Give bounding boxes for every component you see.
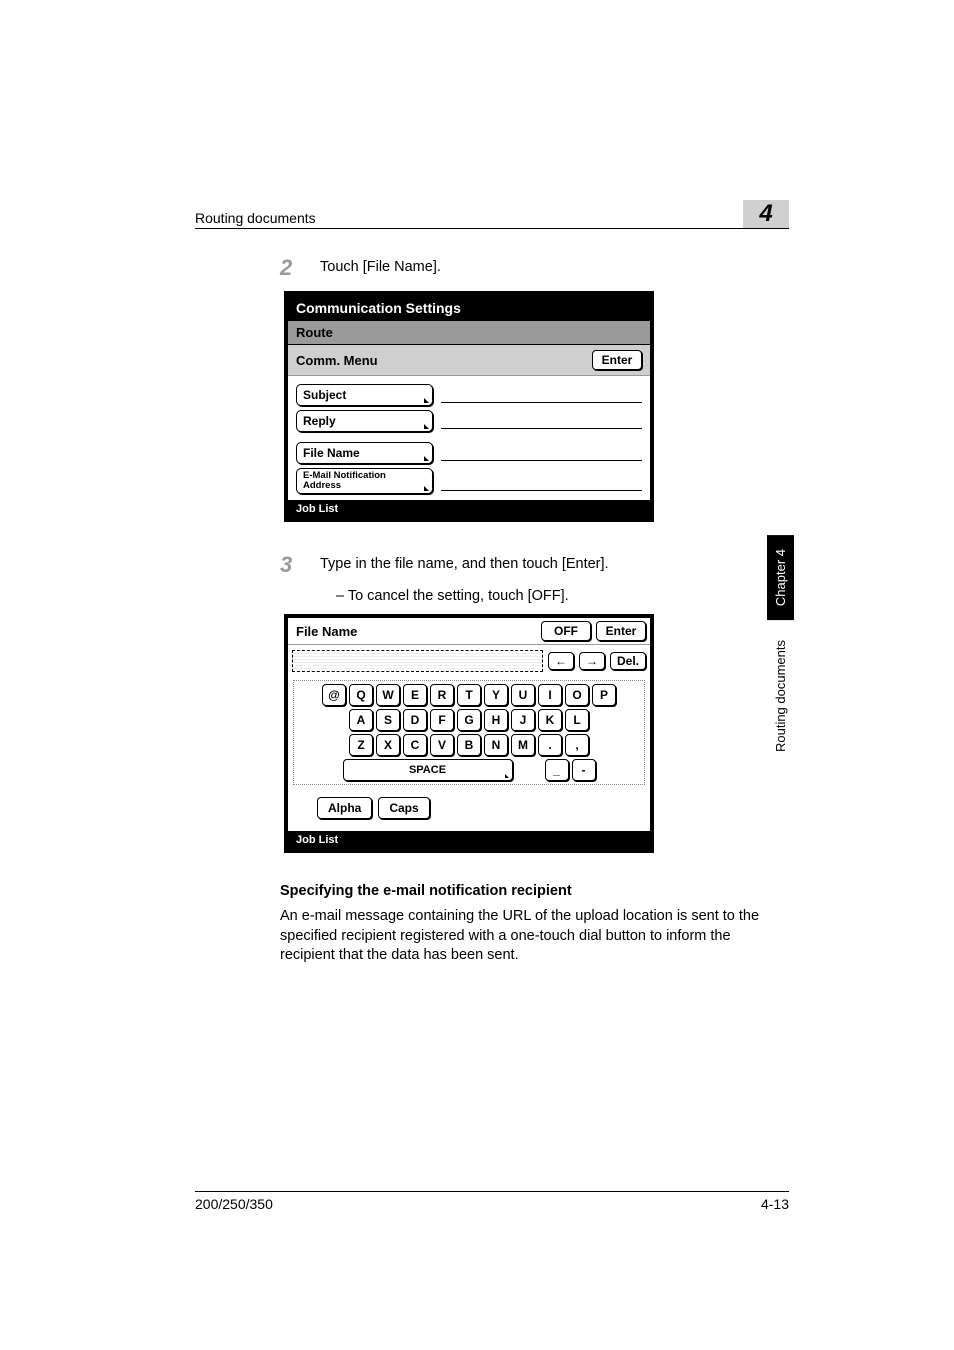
arrow-left-button[interactable]: ← xyxy=(548,652,574,670)
arrow-right-button[interactable]: → xyxy=(579,652,605,670)
reply-button[interactable]: Reply xyxy=(296,410,433,432)
email-notification-button[interactable]: E-Mail Notification Address xyxy=(296,468,433,494)
key-q[interactable]: Q xyxy=(349,684,373,706)
side-chapter: Chapter 4 xyxy=(767,535,794,620)
file-name-value-line xyxy=(441,460,642,461)
key-hyphen[interactable]: - xyxy=(572,759,596,781)
key-k[interactable]: K xyxy=(538,709,562,731)
key-j[interactable]: J xyxy=(511,709,535,731)
space-key[interactable]: SPACE xyxy=(343,759,513,781)
step-3-number: 3 xyxy=(280,552,320,578)
reply-value-line xyxy=(441,428,642,429)
key-v[interactable]: V xyxy=(430,734,454,756)
subject-value-line xyxy=(441,402,642,403)
page-footer: 200/250/350 4-13 xyxy=(195,1191,789,1212)
keyboard-grid: @ Q W E R T Y U I O P xyxy=(293,680,645,785)
footer-right: 4-13 xyxy=(761,1196,789,1212)
step-2: 2 Touch [File Name]. xyxy=(280,255,789,281)
subject-button[interactable]: Subject xyxy=(296,384,433,406)
key-x[interactable]: X xyxy=(376,734,400,756)
comm-menu-row: Comm. Menu Enter xyxy=(288,345,650,376)
key-d[interactable]: D xyxy=(403,709,427,731)
header-chapter-number: 4 xyxy=(743,200,789,228)
comm-menu-label: Comm. Menu xyxy=(296,353,592,368)
key-t[interactable]: T xyxy=(457,684,481,706)
caps-button[interactable]: Caps xyxy=(378,797,429,819)
delete-button[interactable]: Del. xyxy=(610,652,646,670)
route-row: Route xyxy=(288,321,650,345)
email-notif-value-line xyxy=(441,490,642,491)
step-2-text: Touch [File Name]. xyxy=(320,255,441,275)
key-p[interactable]: P xyxy=(592,684,616,706)
key-u[interactable]: U xyxy=(511,684,535,706)
page-header: Routing documents 4 xyxy=(195,200,789,229)
side-label: Routing documents xyxy=(773,640,788,752)
enter-button-2[interactable]: Enter xyxy=(596,621,646,641)
key-l[interactable]: L xyxy=(565,709,589,731)
key-y[interactable]: Y xyxy=(484,684,508,706)
file-name-input[interactable] xyxy=(292,650,543,672)
key-r[interactable]: R xyxy=(430,684,454,706)
key-period[interactable]: . xyxy=(538,734,562,756)
step-3-text: Type in the file name, and then touch [E… xyxy=(320,552,609,572)
key-underscore[interactable]: _ xyxy=(545,759,569,781)
key-b[interactable]: B xyxy=(457,734,481,756)
comm-settings-title: Communication Settings xyxy=(288,295,650,321)
file-name-button[interactable]: File Name xyxy=(296,442,433,464)
key-n[interactable]: N xyxy=(484,734,508,756)
key-i[interactable]: I xyxy=(538,684,562,706)
key-z[interactable]: Z xyxy=(349,734,373,756)
key-o[interactable]: O xyxy=(565,684,589,706)
key-e[interactable]: E xyxy=(403,684,427,706)
step-3: 3 Type in the file name, and then touch … xyxy=(280,552,789,578)
comm-settings-screenshot: Communication Settings Route Comm. Menu … xyxy=(284,291,654,522)
key-g[interactable]: G xyxy=(457,709,481,731)
step-2-number: 2 xyxy=(280,255,320,281)
key-s[interactable]: S xyxy=(376,709,400,731)
file-name-title: File Name xyxy=(296,624,536,639)
section-heading: Specifying the e-mail notification recip… xyxy=(280,883,789,899)
header-title: Routing documents xyxy=(195,210,743,226)
key-c[interactable]: C xyxy=(403,734,427,756)
file-name-screenshot: File Name OFF Enter ← → Del. @ Q W xyxy=(284,614,654,853)
key-at[interactable]: @ xyxy=(322,684,346,706)
section-paragraph: An e-mail message containing the URL of … xyxy=(280,907,789,966)
key-m[interactable]: M xyxy=(511,734,535,756)
side-tab: Chapter 4 Routing documents xyxy=(767,535,794,752)
job-list-bar-2[interactable]: Job List xyxy=(288,831,650,849)
key-a[interactable]: A xyxy=(349,709,373,731)
key-f[interactable]: F xyxy=(430,709,454,731)
enter-button[interactable]: Enter xyxy=(592,350,642,370)
key-w[interactable]: W xyxy=(376,684,400,706)
job-list-bar[interactable]: Job List xyxy=(288,500,650,518)
key-h[interactable]: H xyxy=(484,709,508,731)
alpha-button[interactable]: Alpha xyxy=(317,797,372,819)
footer-left: 200/250/350 xyxy=(195,1196,273,1212)
key-comma[interactable]: , xyxy=(565,734,589,756)
off-button[interactable]: OFF xyxy=(541,621,591,641)
step-3-sub: – To cancel the setting, touch [OFF]. xyxy=(336,588,789,604)
